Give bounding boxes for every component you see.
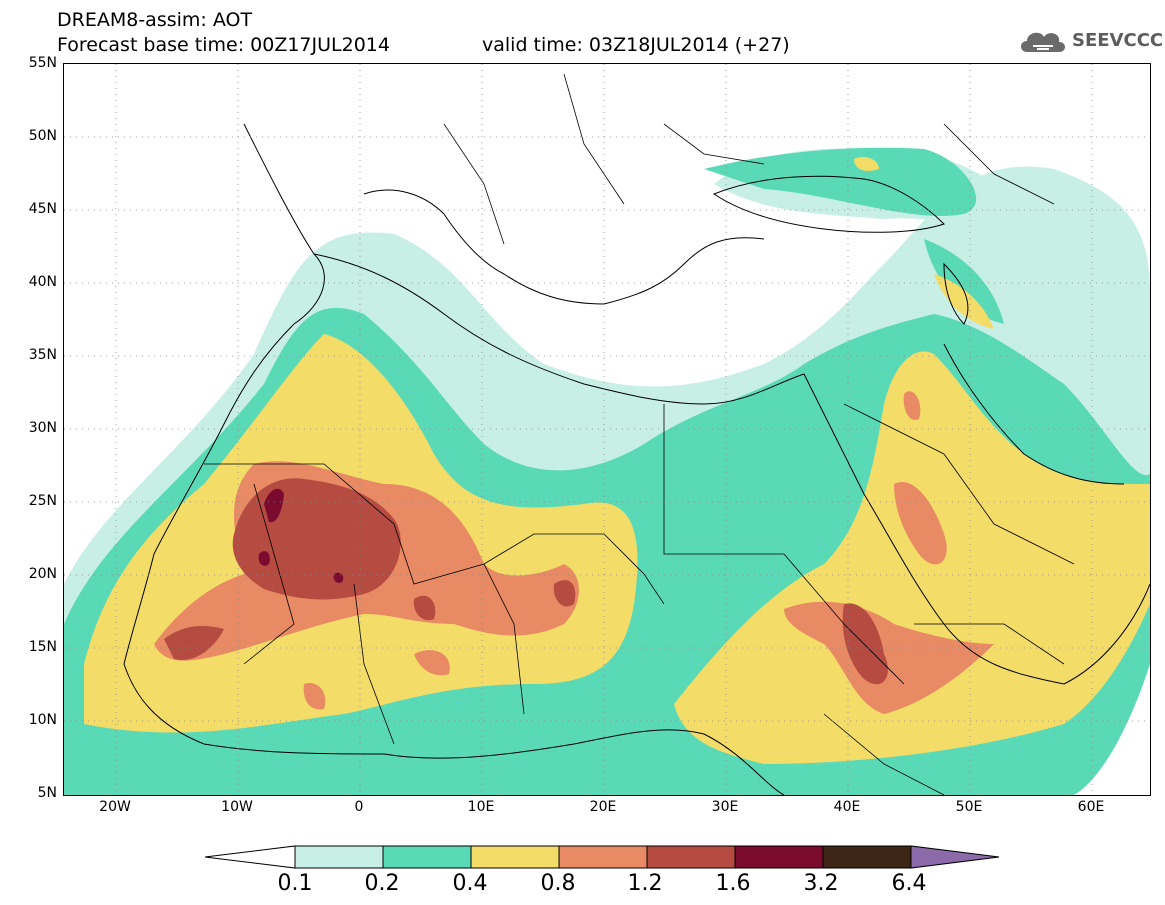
lat-label: 45N	[28, 201, 57, 217]
colorbar-segment	[822, 845, 912, 869]
valid-time: valid time: 03Z18JUL2014 (+27)	[482, 34, 790, 56]
colorbar-label: 1.6	[715, 871, 751, 896]
aot-map	[63, 63, 1151, 796]
colorbar-segment	[734, 845, 824, 869]
lat-label: 40N	[28, 274, 57, 290]
colorbar-label: 0.1	[277, 871, 313, 896]
colorbar-label: 0.2	[364, 871, 400, 896]
lon-label: 10W	[221, 799, 253, 815]
lat-label: 5N	[37, 785, 57, 801]
colorbar-label: 0.4	[452, 871, 488, 896]
colorbar-segment	[646, 845, 736, 869]
aot-maroon-layer	[258, 488, 344, 583]
lon-label: 20E	[589, 799, 617, 815]
colorbar-over-arrow	[910, 845, 1000, 869]
logo-text: SEEVCCC	[1072, 30, 1164, 51]
lon-label: 60E	[1077, 799, 1105, 815]
colorbar-segment	[558, 845, 648, 869]
lon-label: 40E	[833, 799, 861, 815]
colorbar-segment	[470, 845, 560, 869]
lat-label: 25N	[28, 493, 57, 509]
cloud-icon	[1021, 32, 1065, 52]
map-canvas	[64, 64, 1150, 795]
lon-label: 20W	[99, 799, 131, 815]
colorbar-label: 1.2	[627, 871, 663, 896]
colorbar-label: 0.8	[540, 871, 576, 896]
colorbar-label: 3.2	[803, 871, 839, 896]
lat-label: 15N	[28, 639, 57, 655]
product-title: DREAM8-assim: AOT	[57, 9, 253, 31]
base-time: Forecast base time: 00Z17JUL2014	[57, 34, 390, 56]
lon-label: 50E	[955, 799, 983, 815]
lat-label: 35N	[28, 347, 57, 363]
colorbar-segment	[382, 845, 472, 869]
lat-label: 10N	[28, 712, 57, 728]
seevccc-logo: SEEVCCC	[1017, 24, 1163, 58]
coastlines	[123, 123, 1150, 795]
lat-label: 20N	[28, 566, 57, 582]
colorbar-label: 6.4	[891, 871, 927, 896]
lon-label: 0	[354, 799, 364, 815]
colorbar	[205, 845, 1000, 869]
lon-label: 30E	[711, 799, 739, 815]
colorbar-under-arrow	[205, 845, 296, 869]
colorbar-segment	[294, 845, 384, 869]
lat-label: 50N	[28, 128, 57, 144]
lat-label: 55N	[28, 55, 57, 71]
lon-label: 10E	[467, 799, 495, 815]
lat-label: 30N	[28, 420, 57, 436]
country-borders	[204, 73, 1075, 795]
